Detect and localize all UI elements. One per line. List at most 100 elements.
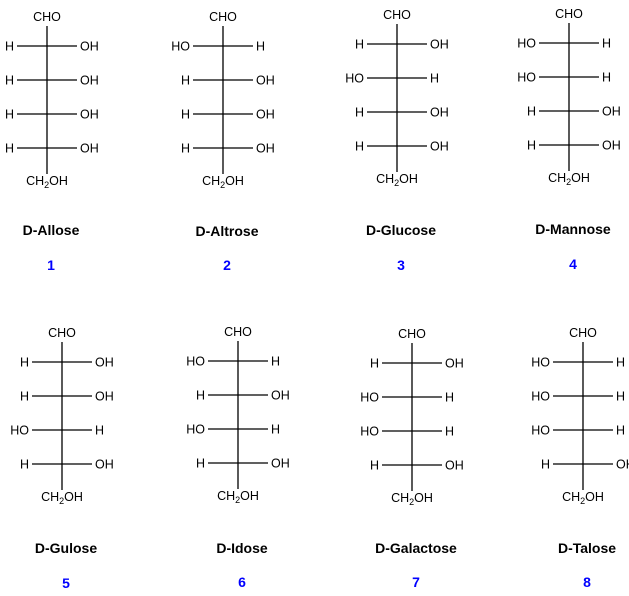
left-substituent: H — [181, 142, 190, 156]
right-substituent: H — [271, 423, 280, 437]
right-substituent: H — [256, 40, 265, 54]
right-substituent: OH — [256, 142, 275, 156]
left-substituent: H — [196, 389, 205, 403]
hydroxymethyl-label: CH2OH — [217, 489, 259, 505]
compound-number: 8 — [583, 574, 591, 590]
right-substituent: OH — [445, 357, 464, 371]
sugar-name: D-Altrose — [195, 223, 258, 239]
left-substituent: H — [181, 108, 190, 122]
right-substituent: H — [430, 72, 439, 86]
right-substituent: OH — [430, 38, 449, 52]
right-substituent: OH — [80, 74, 99, 88]
right-substituent: H — [616, 356, 625, 370]
right-substituent: OH — [616, 458, 629, 472]
left-substituent: H — [355, 106, 364, 120]
left-substituent: H — [5, 142, 14, 156]
left-substituent: HO — [531, 424, 550, 438]
right-substituent: OH — [95, 458, 114, 472]
right-substituent: OH — [602, 105, 621, 119]
right-substituent: H — [616, 424, 625, 438]
left-substituent: HO — [186, 423, 205, 437]
aldehyde-label: CHO — [398, 327, 426, 341]
left-substituent: H — [527, 105, 536, 119]
compound-number: 2 — [223, 257, 231, 273]
right-substituent: H — [445, 391, 454, 405]
hydroxymethyl-label: CH2OH — [562, 490, 604, 506]
right-substituent: OH — [602, 139, 621, 153]
left-substituent: HO — [360, 425, 379, 439]
left-substituent: H — [20, 390, 29, 404]
left-substituent: HO — [186, 355, 205, 369]
left-substituent: HO — [517, 37, 536, 51]
left-substituent: HO — [10, 424, 29, 438]
sugar-name: D-Idose — [216, 540, 268, 556]
sugar-name: D-Gulose — [35, 540, 97, 556]
hydroxymethyl-label: CH2OH — [41, 490, 83, 506]
hydroxymethyl-label: CH2OH — [391, 491, 433, 507]
right-substituent: OH — [271, 457, 290, 471]
compound-number: 6 — [238, 574, 246, 590]
sugar-name: D-Allose — [23, 222, 80, 238]
left-substituent: H — [5, 108, 14, 122]
right-substituent: OH — [430, 106, 449, 120]
left-substituent: H — [181, 74, 190, 88]
aldehyde-label: CHO — [569, 326, 597, 340]
right-substituent: OH — [271, 389, 290, 403]
left-substituent: H — [527, 139, 536, 153]
right-substituent: OH — [95, 356, 114, 370]
left-substituent: HO — [517, 71, 536, 85]
compound-number: 3 — [397, 257, 405, 273]
left-substituent: HO — [360, 391, 379, 405]
left-substituent: H — [541, 458, 550, 472]
right-substituent: H — [616, 390, 625, 404]
right-substituent: H — [602, 37, 611, 51]
hydroxymethyl-label: CH2OH — [548, 171, 590, 187]
left-substituent: H — [370, 357, 379, 371]
aldehyde-label: CHO — [224, 325, 252, 339]
left-substituent: H — [20, 356, 29, 370]
sugar-name: D-Mannose — [535, 221, 611, 237]
aldehyde-label: CHO — [555, 7, 583, 21]
right-substituent: OH — [80, 40, 99, 54]
right-substituent: OH — [256, 74, 275, 88]
compound-number: 7 — [412, 574, 420, 590]
fischer-projection-d-allose: CHO H OH H OH H OH H OH CH2OH D-Allose 1 — [5, 10, 99, 273]
aldehyde-label: CHO — [48, 326, 76, 340]
aldehyde-label: CHO — [33, 10, 61, 24]
compound-number: 4 — [569, 256, 577, 272]
compound-number: 1 — [47, 257, 55, 273]
sugar-name: D-Glucose — [366, 222, 436, 238]
hydroxymethyl-label: CH2OH — [202, 174, 244, 190]
hydroxymethyl-label: CH2OH — [376, 172, 418, 188]
right-substituent: H — [602, 71, 611, 85]
aldehyde-label: CHO — [383, 8, 411, 22]
right-substituent: OH — [80, 142, 99, 156]
left-substituent: H — [5, 40, 14, 54]
sugar-name: D-Galactose — [375, 540, 457, 556]
left-substituent: HO — [171, 40, 190, 54]
right-substituent: OH — [256, 108, 275, 122]
left-substituent: H — [5, 74, 14, 88]
hydroxymethyl-label: CH2OH — [26, 174, 68, 190]
right-substituent: H — [445, 425, 454, 439]
left-substituent: HO — [531, 390, 550, 404]
right-substituent: H — [95, 424, 104, 438]
left-substituent: H — [196, 457, 205, 471]
right-substituent: OH — [430, 140, 449, 154]
left-substituent: H — [20, 458, 29, 472]
sugar-name: D-Talose — [558, 540, 616, 556]
left-substituent: H — [355, 140, 364, 154]
left-substituent: H — [355, 38, 364, 52]
left-substituent: HO — [345, 72, 364, 86]
right-substituent: OH — [80, 108, 99, 122]
right-substituent: H — [271, 355, 280, 369]
aldehyde-label: CHO — [209, 10, 237, 24]
